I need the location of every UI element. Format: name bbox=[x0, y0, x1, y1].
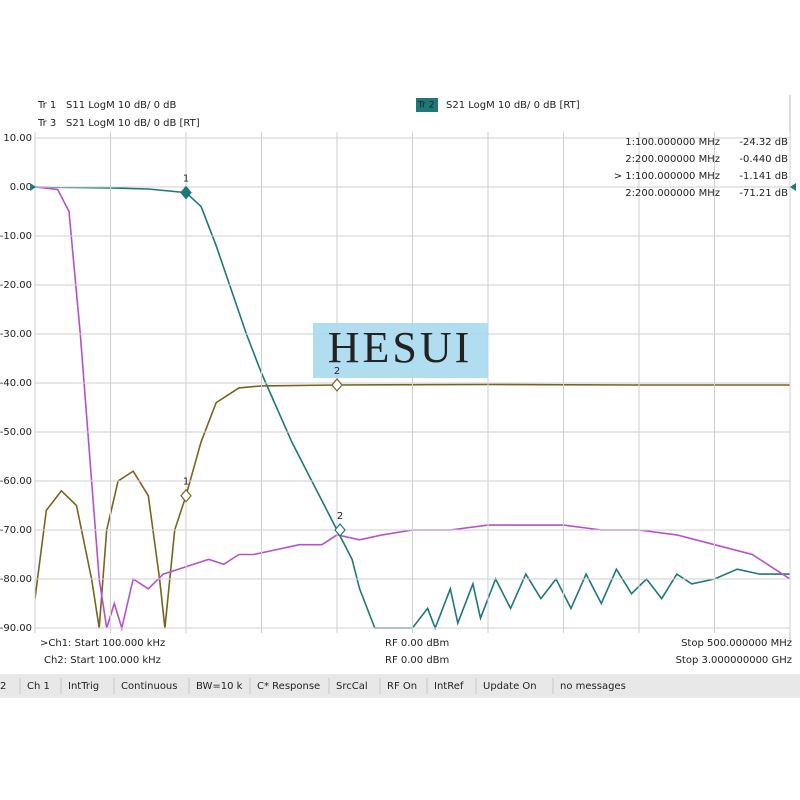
toolbar-item: BW=10 k bbox=[196, 681, 243, 692]
trace-badge bbox=[416, 98, 438, 112]
trace-id: Tr 3 bbox=[37, 118, 56, 129]
readout-value: -71.21 dB bbox=[739, 188, 788, 199]
marker-label: 2 bbox=[337, 511, 343, 522]
toolbar-bg bbox=[0, 674, 800, 698]
y-tick-label: -20.00 bbox=[0, 280, 32, 291]
readout-value: -24.32 dB bbox=[739, 137, 788, 148]
marker-label: 1 bbox=[183, 477, 189, 488]
y-tick-label: -10.00 bbox=[0, 231, 32, 242]
readout-value: -0.440 dB bbox=[739, 154, 788, 165]
ref-arrow bbox=[790, 183, 796, 191]
toolbar-item: SrcCal bbox=[336, 681, 368, 692]
y-tick-label: -70.00 bbox=[0, 525, 32, 536]
y-tick-label: -30.00 bbox=[0, 329, 32, 340]
sweep-info: >Ch1: Start 100.000 kHz bbox=[40, 638, 165, 649]
marker bbox=[334, 523, 346, 537]
trace-line bbox=[35, 383, 790, 629]
screen-bg bbox=[0, 95, 800, 700]
marker bbox=[180, 185, 192, 200]
readout-freq: 2:200.000000 MHz bbox=[625, 188, 720, 199]
ref-arrow bbox=[30, 183, 36, 191]
y-tick-label: -50.00 bbox=[0, 427, 32, 438]
watermark-bg bbox=[313, 323, 488, 378]
marker-label: 2 bbox=[334, 366, 340, 377]
trace-header: S21 LogM 10 dB/ 0 dB [RT] bbox=[446, 100, 580, 111]
toolbar-item: C* Response bbox=[257, 681, 320, 692]
sweep-info: Ch2: Start 100.000 kHz bbox=[44, 655, 161, 666]
marker bbox=[180, 488, 192, 503]
sweep-info: Stop 500.000000 MHz bbox=[681, 638, 792, 649]
toolbar-item: Continuous bbox=[121, 681, 177, 692]
trace-header: S11 LogM 10 dB/ 0 dB bbox=[66, 100, 176, 111]
sweep-info: RF 0.00 dBm bbox=[385, 655, 449, 666]
readout-freq: 2:200.000000 MHz bbox=[625, 154, 720, 165]
y-tick-label: -90.00 bbox=[0, 623, 32, 634]
readout-freq: > 1:100.000000 MHz bbox=[614, 171, 720, 182]
y-tick-label: -80.00 bbox=[0, 574, 32, 585]
marker-label: 1 bbox=[183, 174, 189, 185]
sweep-info: RF 0.00 dBm bbox=[385, 638, 449, 649]
watermark: HESUI bbox=[328, 323, 473, 372]
trace-id: Tr 2 bbox=[417, 101, 434, 111]
toolbar-item: RF On bbox=[387, 681, 417, 692]
marker bbox=[331, 378, 343, 392]
y-tick-label: -40.00 bbox=[0, 378, 32, 389]
toolbar-item: Ch 1 bbox=[27, 681, 50, 692]
y-tick-label: -60.00 bbox=[0, 476, 32, 487]
trace-header: S21 LogM 10 dB/ 0 dB [RT] bbox=[66, 118, 200, 129]
toolbar-item: no messages bbox=[560, 681, 626, 692]
toolbar-item: Update On bbox=[483, 681, 537, 692]
y-tick-label: 10.00 bbox=[3, 133, 32, 144]
readout-value: -1.141 dB bbox=[739, 171, 788, 182]
trace-id: Tr 1 bbox=[37, 100, 56, 111]
y-tick-label: 0.00 bbox=[10, 182, 32, 193]
toolbar-item: IntTrig bbox=[68, 681, 99, 692]
toolbar-item: IntRef bbox=[434, 681, 464, 692]
toolbar-item: 2 bbox=[0, 681, 6, 692]
readout-freq: 1:100.000000 MHz bbox=[625, 137, 720, 148]
sweep-info: Stop 3.000000000 GHz bbox=[676, 655, 792, 666]
